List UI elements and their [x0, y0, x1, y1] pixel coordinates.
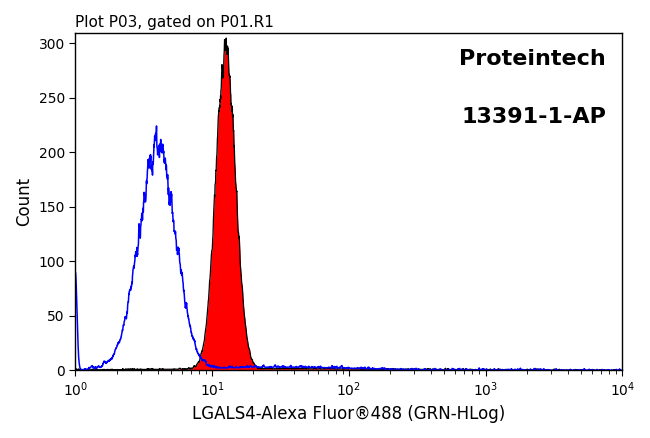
Text: Plot P03, gated on P01.R1: Plot P03, gated on P01.R1 — [75, 15, 274, 30]
X-axis label: LGALS4-Alexa Fluor®488 (GRN-HLog): LGALS4-Alexa Fluor®488 (GRN-HLog) — [192, 405, 506, 423]
Text: 13391-1-AP: 13391-1-AP — [461, 107, 606, 127]
Text: Proteintech: Proteintech — [459, 49, 606, 70]
Y-axis label: Count: Count — [15, 177, 33, 226]
